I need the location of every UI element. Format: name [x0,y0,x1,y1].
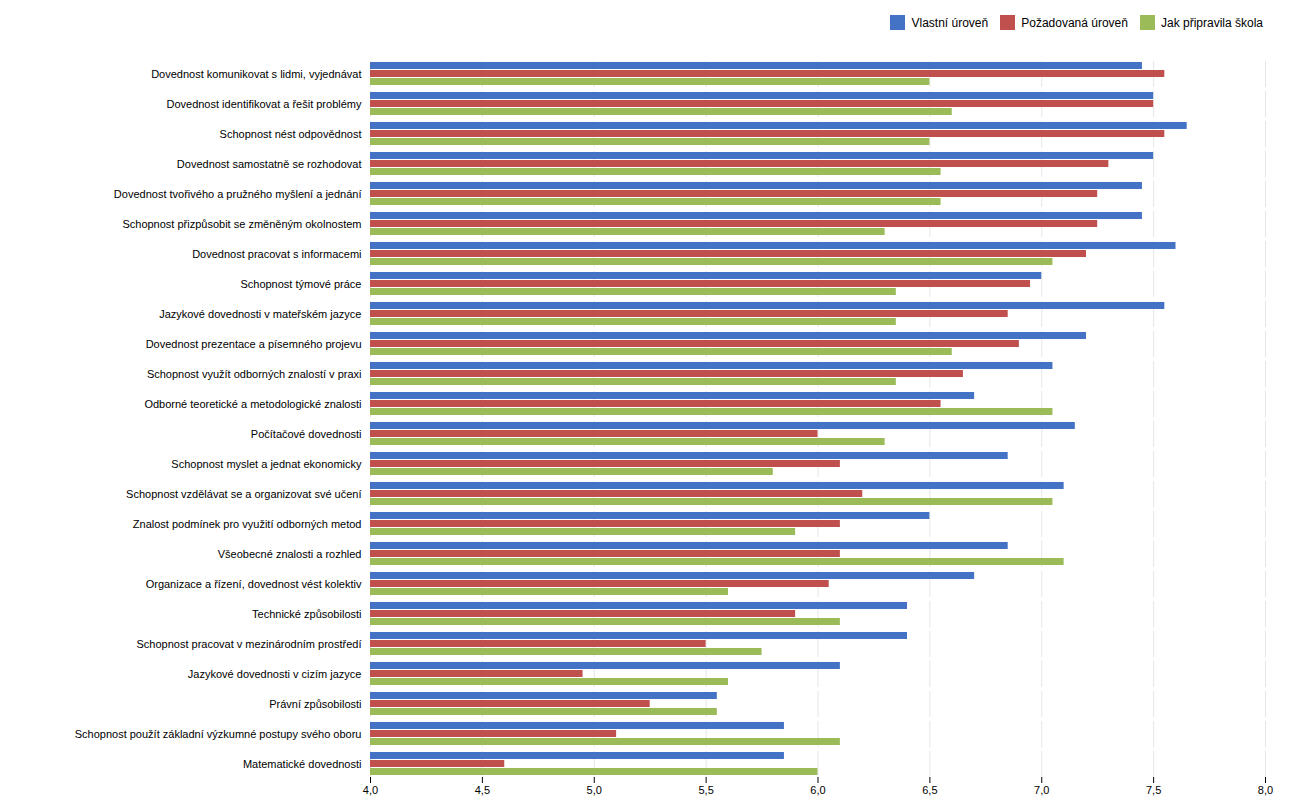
svg-text:Schopnost pracovat v mezinárod: Schopnost pracovat v mezinárodním prostř… [136,638,361,650]
svg-text:4,0: 4,0 [363,784,378,796]
svg-text:Schopnost využít odborných zna: Schopnost využít odborných znalostí v pr… [147,368,362,380]
svg-text:Schopnost týmové práce: Schopnost týmové práce [240,278,361,290]
svg-text:Dovednost tvořivého a pružného: Dovednost tvořivého a pružného myšlení a… [114,188,362,200]
svg-text:Právní způsobilosti: Právní způsobilosti [269,698,361,710]
svg-text:Dovednost komunikovat s lidmi,: Dovednost komunikovat s lidmi, vyjednáva… [151,68,361,80]
svg-text:Všeobecné znalosti a rozhled: Všeobecné znalosti a rozhled [218,548,362,560]
svg-text:Schopnost nést odpovědnost: Schopnost nést odpovědnost [220,128,362,140]
svg-text:Dovednost samostatně se rozhod: Dovednost samostatně se rozhodovat [177,158,362,170]
html-text:Jak připravila škola: Jak připravila škola [1161,15,1263,30]
svg-text:Matematické dovednosti: Matematické dovednosti [243,758,362,770]
svg-text:5,0: 5,0 [587,784,602,796]
svg-text:7,5: 7,5 [1146,784,1161,796]
svg-text:Jazykové dovednosti v cizím ja: Jazykové dovednosti v cizím jazyce [188,668,362,680]
svg-text:Schopnost přizpůsobit se změně: Schopnost přizpůsobit se změněným okolno… [122,218,361,230]
html-text:Vlastní úroveň: Vlastní úroveň [911,15,989,30]
svg-text:6,0: 6,0 [810,784,825,796]
svg-text:8,0: 8,0 [1258,784,1273,796]
svg-text:Dovednost pracovat s informace: Dovednost pracovat s informacemi [192,248,361,260]
svg-text:Znalost podmínek pro využití o: Znalost podmínek pro využití odborných m… [133,518,362,530]
svg-text:Technické způsobilosti: Technické způsobilosti [252,608,361,620]
svg-text:Odborné teoretické a metodolog: Odborné teoretické a metodologické znalo… [144,398,361,410]
svg-text:Schopnost myslet a jednat ekon: Schopnost myslet a jednat ekonomicky [171,458,362,470]
svg-text:Schopnost použít základní výzk: Schopnost použít základní výzkumné postu… [75,728,362,740]
svg-text:Jazykové dovednosti v mateřské: Jazykové dovednosti v mateřském jazyce [159,308,361,320]
svg-text:7,0: 7,0 [1034,784,1049,796]
svg-text:Schopnost vzdělávat se a organ: Schopnost vzdělávat se a organizovat své… [126,488,361,500]
svg-text:Organizace a řízení, dovednost: Organizace a řízení, dovednost vést kole… [146,578,362,590]
svg-text:4,5: 4,5 [475,784,490,796]
svg-text:Dovednost identifikovat a řeši: Dovednost identifikovat a řešit problémy [166,98,362,110]
svg-text:Dovednost prezentace a písemné: Dovednost prezentace a písemného projevu [146,338,362,350]
svg-text:6,5: 6,5 [922,784,937,796]
svg-text:Počítačové dovednosti: Počítačové dovednosti [251,428,362,440]
html-text:Požadovaná úroveň: Požadovaná úroveň [1021,15,1128,30]
svg-text:5,5: 5,5 [698,784,713,796]
